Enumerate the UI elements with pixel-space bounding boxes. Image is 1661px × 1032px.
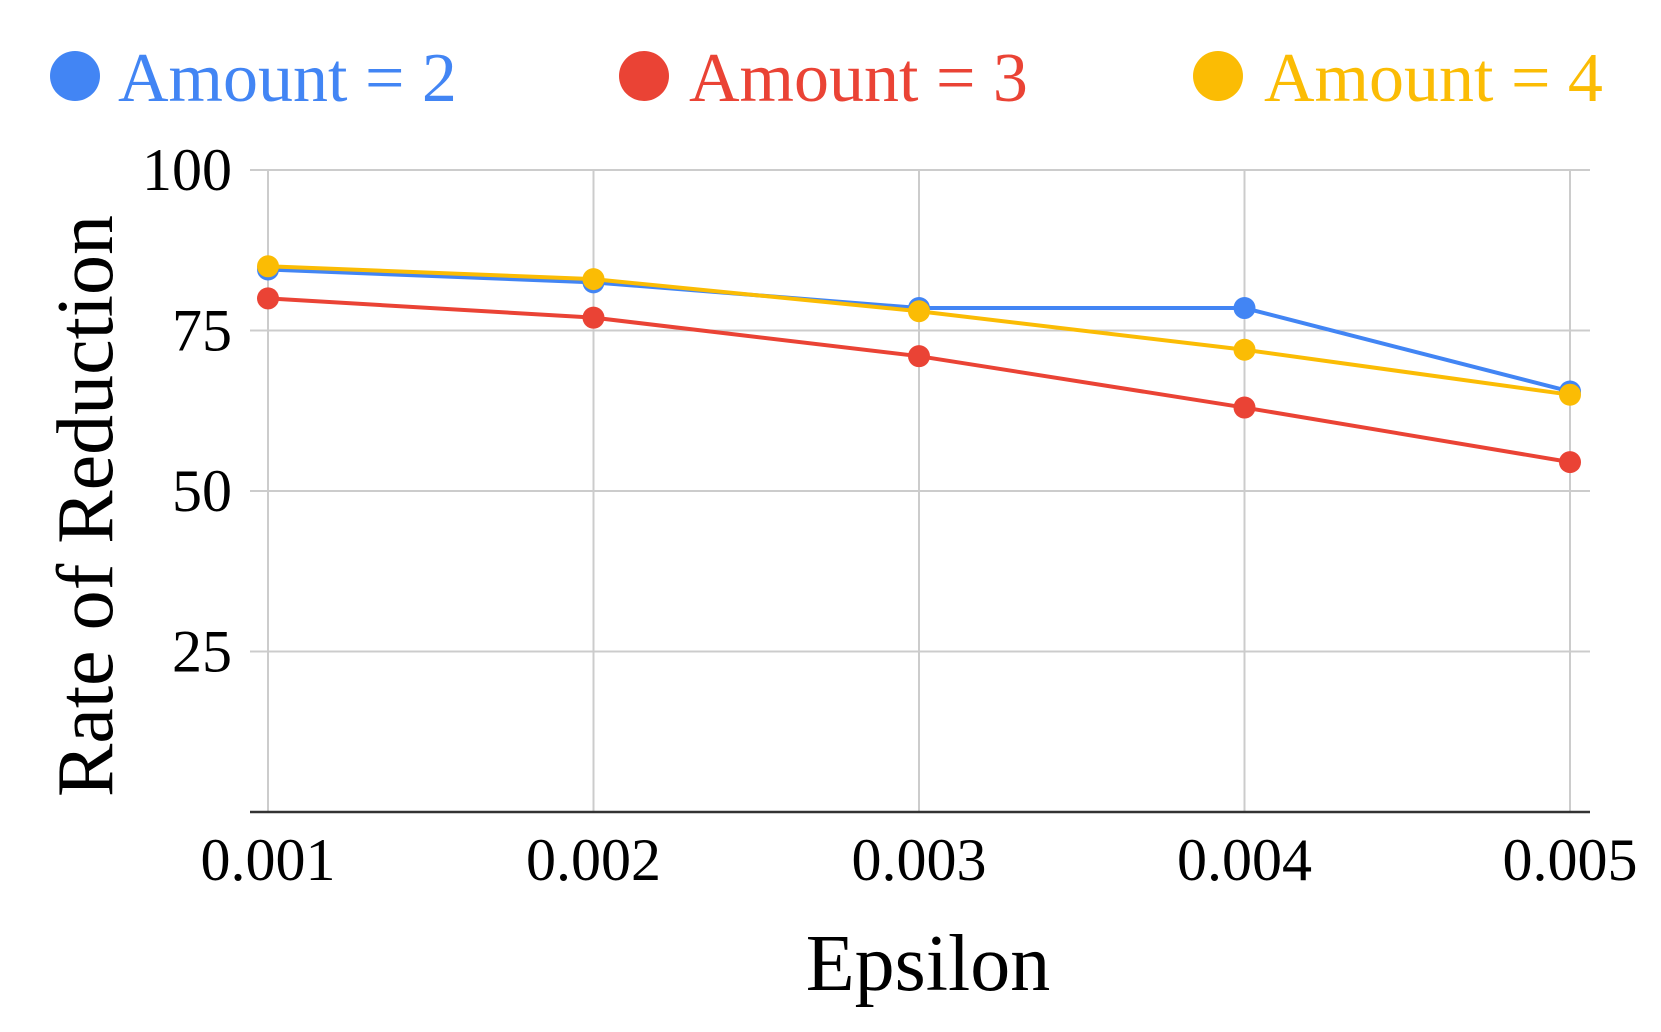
data-point (1233, 338, 1256, 361)
y-axis-title: Rate of Reduction (42, 215, 130, 797)
y-tick-label: 25 (172, 619, 232, 685)
legend-item-series-1: Amount = 2 (50, 40, 457, 117)
legend-marker-series-3 (1193, 51, 1243, 101)
legend: Amount = 2 Amount = 3 Amount = 4 (50, 40, 1603, 117)
y-tick-label: 75 (172, 298, 232, 364)
y-tick-labels: 25 50 75 100 (142, 137, 232, 685)
x-tick-label: 0.004 (1177, 827, 1312, 893)
legend-label-series-2: Amount = 3 (689, 40, 1028, 117)
y-tick-label: 100 (142, 137, 232, 203)
data-point (1559, 383, 1581, 406)
data-point (908, 345, 930, 368)
data-point (1233, 297, 1256, 320)
legend-item-series-2: Amount = 3 (619, 40, 1028, 117)
x-tick-label: 0.005 (1503, 827, 1638, 893)
legend-label-series-3: Amount = 4 (1264, 40, 1603, 117)
data-series (257, 255, 1581, 474)
legend-marker-series-2 (619, 51, 669, 101)
legend-label-series-1: Amount = 2 (118, 40, 457, 117)
data-point (582, 306, 605, 329)
data-point (908, 300, 930, 323)
series-3 (257, 255, 1581, 406)
legend-item-series-3: Amount = 4 (1193, 40, 1603, 117)
x-tick-label: 0.002 (526, 827, 661, 893)
x-axis-title: Epsilon (806, 920, 1050, 1008)
data-point (1559, 451, 1581, 474)
data-point (257, 255, 279, 278)
x-tick-labels: 0.001 0.002 0.003 0.004 0.005 (201, 827, 1638, 893)
x-tick-label: 0.003 (852, 827, 987, 893)
y-tick-label: 50 (172, 458, 232, 524)
data-point (582, 268, 605, 291)
data-point (257, 287, 279, 310)
data-point (1233, 396, 1256, 419)
gridlines (250, 169, 1590, 812)
series-2 (257, 287, 1581, 474)
x-tick-label: 0.001 (201, 827, 336, 893)
legend-marker-series-1 (50, 51, 100, 101)
